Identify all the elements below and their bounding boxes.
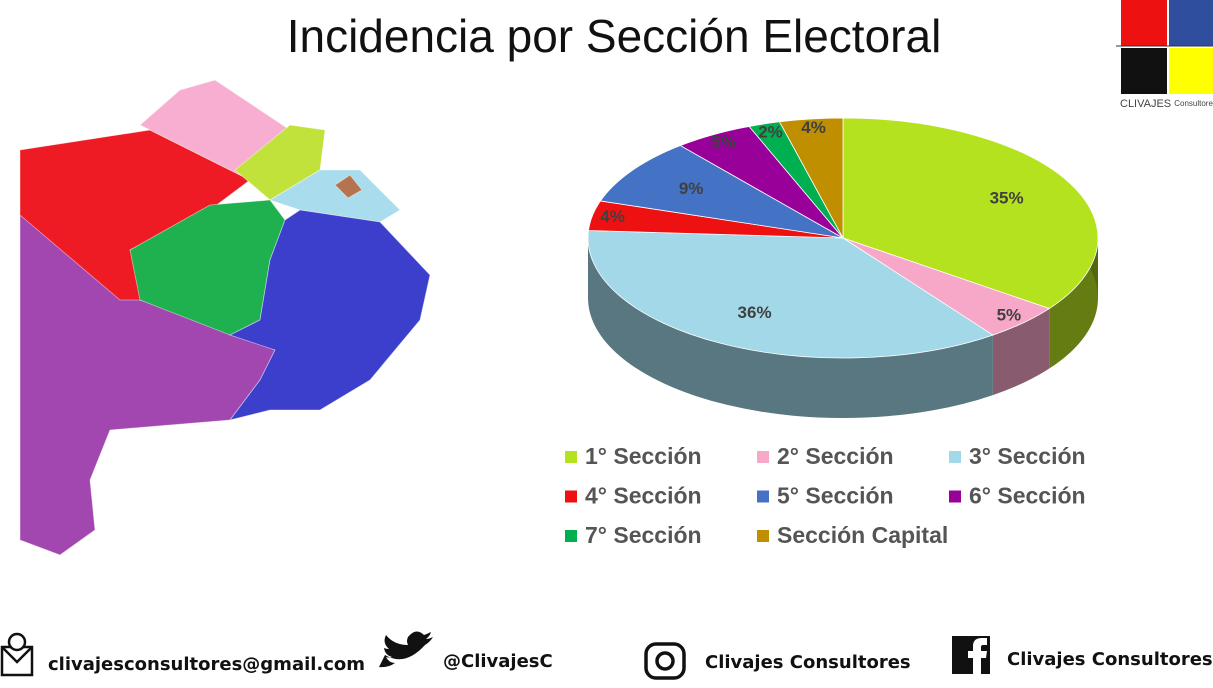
legend-swatch [565, 530, 577, 542]
legend: 1° Sección 2° Sección 3° Sección 4° Sección… [565, 443, 1086, 548]
footer-twitter: @ClivajesC [443, 651, 553, 672]
footer-email: clivajesconsultores@gmail.com [48, 654, 365, 675]
data-label: 4% [801, 118, 826, 137]
data-label: 5% [997, 306, 1022, 325]
map-region [234, 124, 326, 201]
legend-label: 4° Sección [585, 483, 702, 509]
legend-label: 2° Sección [777, 443, 894, 469]
twitter-icon [379, 631, 433, 668]
map-region [334, 174, 363, 199]
data-label: 4% [600, 207, 625, 226]
pie: 35% 5% 36% 4% 9% 5% 2% 4% [587, 117, 1099, 419]
pie-slice [599, 145, 844, 239]
map-region [228, 209, 431, 421]
data-label: 5% [711, 132, 736, 151]
legend-label: 6° Sección [969, 483, 1086, 509]
legend-swatch [757, 530, 769, 542]
logo-square [1121, 0, 1167, 46]
logo-square [1169, 48, 1213, 94]
logo-name: CLIVAJES [1120, 98, 1171, 110]
facebook-icon [952, 636, 990, 674]
pie-slice [842, 117, 1099, 309]
legend-label: 5° Sección [777, 483, 894, 509]
legend-label: 1° Sección [585, 443, 702, 469]
legend-swatch [949, 490, 961, 503]
pie-slice [587, 230, 994, 359]
logo-text: CLIVAJES Consultores [1120, 98, 1213, 110]
logo: CLIVAJES Consultores [1116, 0, 1213, 110]
logo-sub: Consultores [1174, 99, 1213, 108]
legend-swatch [757, 490, 769, 503]
data-label: 35% [990, 188, 1024, 207]
legend-label: 3° Sección [969, 443, 1086, 469]
footer-facebook: Clivajes Consultores [1007, 649, 1213, 670]
map-region [139, 79, 291, 181]
instagram-icon [644, 642, 686, 680]
legend-swatch [565, 490, 577, 503]
legend-label: Sección Capital [777, 522, 948, 548]
footer: clivajesconsultores@gmail.com @ClivajesC… [0, 631, 1213, 680]
data-label: 36% [738, 303, 772, 322]
chart-title: Incidencia por Sección Electoral [287, 10, 942, 62]
data-label: 9% [679, 179, 704, 198]
pie-side [1049, 238, 1098, 369]
legend-label: 7° Sección [585, 522, 702, 548]
legend-swatch [757, 451, 769, 463]
pie-slice [778, 117, 844, 239]
logo-square [1169, 0, 1213, 46]
footer-instagram: Clivajes Consultores [705, 652, 911, 673]
logo-square [1121, 48, 1167, 94]
legend-swatch [949, 451, 961, 463]
data-label: 2% [758, 122, 783, 141]
map [19, 79, 431, 556]
email-icon [0, 632, 34, 677]
legend-swatch [565, 451, 577, 463]
pie-side [588, 238, 993, 419]
